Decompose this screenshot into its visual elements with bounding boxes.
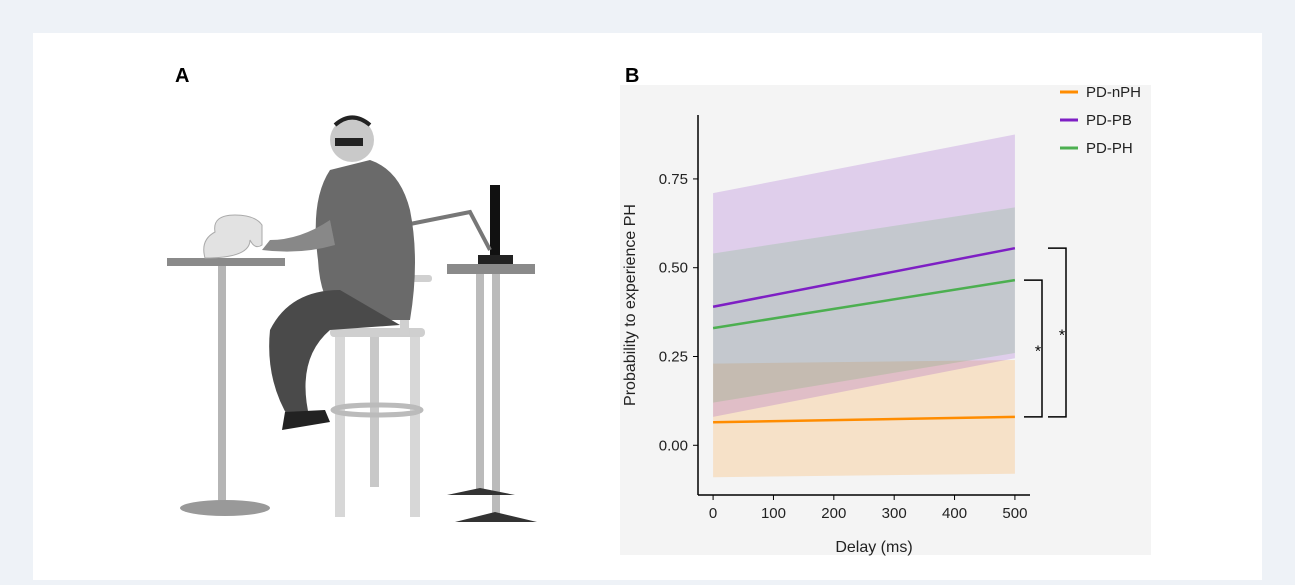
- y-axis-label: Probability to experience PH: [622, 204, 639, 406]
- confidence-band: [713, 134, 1015, 417]
- significance-label: *: [1059, 328, 1065, 345]
- legend-label: PD-PH: [1086, 140, 1133, 157]
- panel-label: B: [625, 65, 639, 87]
- x-tick-label: 400: [942, 505, 967, 522]
- x-tick-label: 300: [882, 505, 907, 522]
- line: [713, 415, 1015, 424]
- y-tick-label: 0.00: [659, 437, 688, 454]
- y-tick-label: 0.75: [659, 171, 688, 188]
- y-tick-label: 0.25: [659, 348, 688, 365]
- x-tick-label: 500: [1002, 505, 1027, 522]
- significance-label: *: [1035, 344, 1041, 361]
- panel-label: A: [175, 65, 189, 87]
- x-tick-label: 0: [709, 505, 717, 522]
- legend-label: PD-PB: [1086, 112, 1132, 129]
- line: [712, 278, 1016, 330]
- plot-background: [620, 85, 1151, 555]
- x-axis-label: Delay (ms): [835, 539, 912, 556]
- x-tick-label: 200: [821, 505, 846, 522]
- significance-bracket: [1024, 279, 1043, 418]
- line: [712, 246, 1016, 309]
- illustration: [167, 115, 537, 522]
- significance-bracket: [1048, 247, 1067, 418]
- legend-label: PD-nPH: [1086, 84, 1141, 101]
- x-tick-label: 100: [761, 505, 786, 522]
- y-tick-label: 0.50: [659, 260, 688, 277]
